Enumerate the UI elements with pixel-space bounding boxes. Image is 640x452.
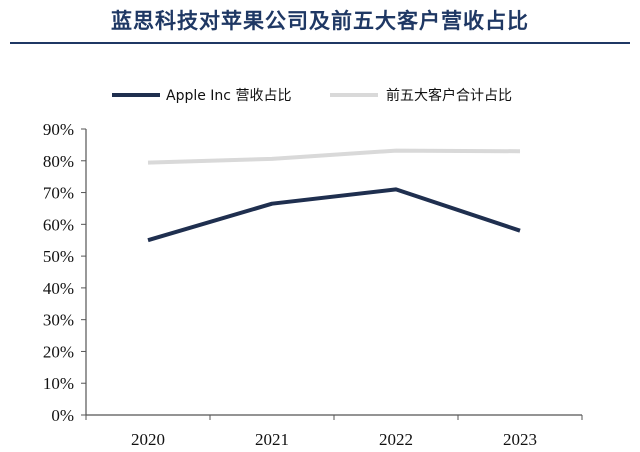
y-tick-label: 40% [43,279,74,298]
x-tick-label: 2022 [379,430,413,449]
y-tick-label: 90% [43,120,74,139]
y-tick-label: 30% [43,311,74,330]
series-line-top5 [147,148,521,165]
y-tick-label: 0% [51,406,74,425]
series-line-apple [147,187,521,243]
x-tick-label: 2020 [131,430,165,449]
axes: 0% 10% 20% 30% 40% 50% 60% 70% 80% 90% 2020 2021 202… [43,120,583,449]
legend-item-apple-label: Apple Inc 营收占比 [166,88,291,104]
legend-item-top5-label: 前五大客户合计占比 [386,87,512,104]
y-tick-label: 60% [43,215,74,234]
y-tick-label: 80% [43,152,74,171]
y-tick-label: 20% [43,342,74,361]
legend: Apple Inc 营收占比 前五大客户合计占比 [112,87,512,104]
y-tick-label: 50% [43,247,74,266]
series-layer [147,148,521,243]
y-tick-label: 10% [43,374,74,393]
x-tick-label: 2021 [255,430,289,449]
x-tick-label: 2023 [503,430,537,449]
y-tick-label: 70% [43,184,74,203]
title-underline [10,42,630,44]
chart-title: 蓝思科技对苹果公司及前五大客户营收占比 [111,9,529,33]
